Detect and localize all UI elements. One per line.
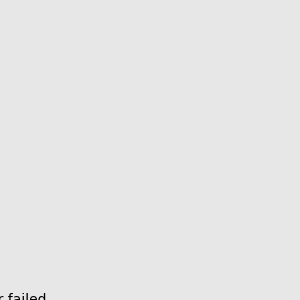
- Text: Render failed: Render failed: [0, 292, 47, 300]
